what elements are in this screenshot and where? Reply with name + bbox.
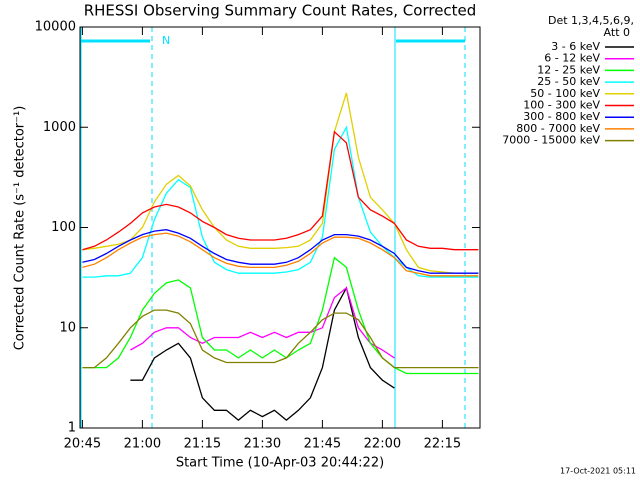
series-line bbox=[82, 256, 479, 375]
x-tick-label: 21:45 bbox=[304, 437, 341, 452]
x-tick-label: 20:45 bbox=[64, 437, 101, 452]
series-line bbox=[82, 125, 479, 278]
y-tick-label: 1 bbox=[68, 421, 76, 436]
x-axis-label: Start Time (10-Apr-03 20:44:22) bbox=[176, 456, 384, 471]
legend-label: 6 - 12 keV bbox=[544, 52, 600, 65]
series-line bbox=[82, 309, 479, 369]
legend-label: 12 - 25 keV bbox=[537, 63, 600, 76]
annotation: N bbox=[162, 34, 170, 47]
legend-label: 300 - 800 keV bbox=[523, 110, 600, 123]
legend-label: 25 - 50 keV bbox=[537, 75, 600, 88]
legend-label: 800 - 7000 keV bbox=[516, 122, 600, 135]
y-axis-label: Corrected Count Rate (s⁻¹ detector⁻¹) bbox=[13, 106, 28, 351]
series-line bbox=[82, 92, 479, 274]
y-tick-label: 1000 bbox=[43, 120, 76, 135]
series-line bbox=[82, 232, 479, 277]
y-tick-label: 100 bbox=[51, 220, 76, 235]
x-tick-label: 21:00 bbox=[124, 437, 161, 452]
x-tick-label: 21:30 bbox=[244, 437, 281, 452]
legend-label: 3 - 6 keV bbox=[551, 40, 600, 53]
chart-title: RHESSI Observing Summary Count Rates, Co… bbox=[84, 2, 477, 20]
legend-label: 100 - 300 keV bbox=[523, 99, 600, 112]
legend-header: Det 1,3,4,5,6,9, bbox=[548, 14, 634, 27]
series-line bbox=[130, 286, 395, 359]
series-line bbox=[82, 229, 479, 274]
legend-label: 50 - 100 keV bbox=[530, 87, 600, 100]
x-tick-label: 22:15 bbox=[424, 437, 461, 452]
legend-header: Att 0 bbox=[604, 26, 630, 39]
y-tick-label: 10 bbox=[59, 320, 76, 335]
legend-label: 7000 - 15000 keV bbox=[502, 134, 600, 147]
x-tick-label: 21:15 bbox=[184, 437, 221, 452]
footer: 17-Oct-2021 05:11 bbox=[560, 467, 636, 476]
y-tick-label: 10000 bbox=[35, 20, 76, 35]
series-line bbox=[82, 130, 479, 251]
series-line bbox=[130, 286, 395, 421]
x-tick-label: 22:00 bbox=[364, 437, 401, 452]
